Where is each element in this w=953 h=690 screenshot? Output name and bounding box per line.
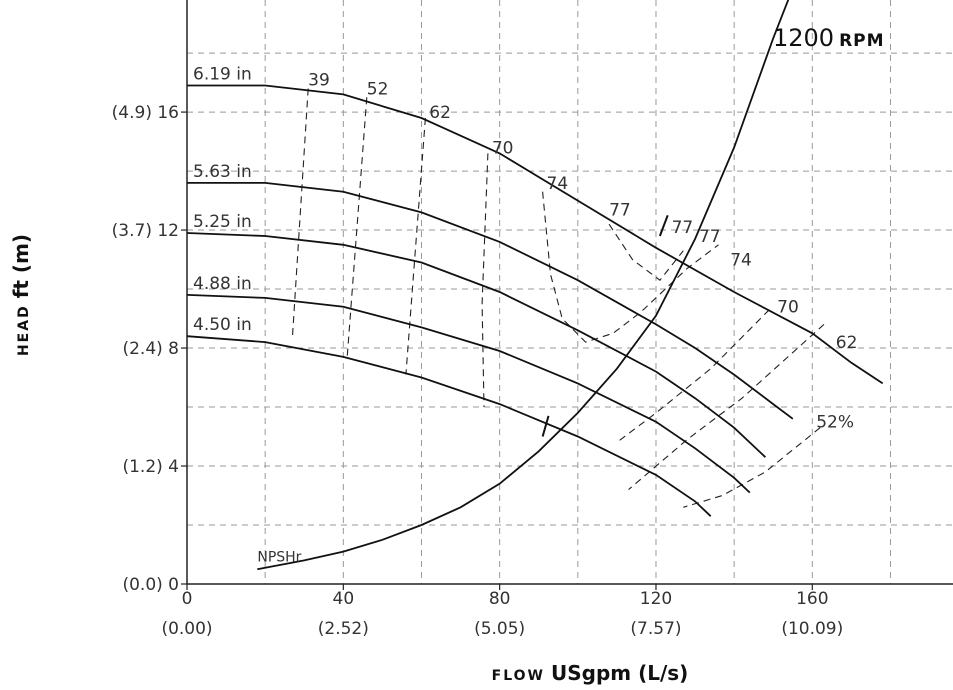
y-axis-title-prefix: HEAD [16, 304, 32, 356]
x-tick-metric-label: (2.52) [318, 619, 369, 639]
npshr-curve-group [257, 0, 790, 571]
x-tick-metric-label: (5.05) [474, 619, 525, 639]
efficiency-label: 62 [429, 103, 451, 123]
efficiency-curve [481, 153, 489, 408]
speed-label: 1200 RPM [773, 24, 885, 52]
speed-number: 1200 [773, 24, 834, 52]
efficiency-label: 70 [492, 138, 514, 158]
efficiency-curve [628, 323, 825, 491]
efficiency-curves [291, 88, 825, 508]
x-axis-title: FLOW USgpm (L/s) [492, 661, 689, 685]
x-tick-label: 0 [182, 589, 193, 609]
cut-mark [541, 415, 550, 437]
efficiency-label: 77 [609, 200, 631, 220]
y-tick-label: (1.2) 4 [122, 457, 179, 477]
x-tick-label: 40 [333, 589, 355, 609]
efficiency-label: 62 [836, 333, 858, 353]
efficiency-label: 77 [672, 218, 694, 238]
npshr-label: NPSHr [257, 549, 301, 565]
cut-mark [658, 214, 669, 237]
efficiency-curve [405, 117, 426, 375]
speed-unit: RPM [839, 31, 884, 51]
impeller-curve [187, 181, 794, 420]
cut-marks [541, 214, 669, 437]
efficiency-curve [683, 427, 821, 508]
impeller-label: 6.19 in [193, 65, 252, 85]
efficiency-curve [346, 97, 368, 357]
efficiency-label: 74 [730, 250, 752, 270]
curve-labels: 6.19 in 5.63 in 5.25 in 4.88 in 4.50 in NPSHr… [193, 65, 857, 566]
x-tick-metric-label: (7.57) [630, 619, 681, 639]
efficiency-label: 39 [308, 71, 330, 91]
y-axis-title-main: ft (m) [9, 234, 33, 298]
y-tick-label: (4.9) 16 [112, 103, 179, 123]
impeller-curve [186, 294, 751, 494]
y-axis-title: HEAD ft (m) [9, 234, 33, 356]
axes [186, 0, 953, 585]
impeller-label: 5.25 in [193, 212, 252, 232]
x-tick-label: 120 [640, 589, 672, 609]
x-tick-metric-label: (0.00) [161, 619, 212, 639]
x-tick-label: 160 [796, 589, 828, 609]
efficiency-label: 74 [547, 174, 569, 194]
x-axis-title-prefix: FLOW [492, 668, 545, 684]
y-tick-label: (0.0) 0 [122, 575, 179, 595]
efficiency-label: 77 [699, 227, 721, 247]
impeller-curve [187, 84, 884, 385]
impeller-curves [186, 84, 884, 517]
npshr-curve [257, 0, 790, 571]
efficiency-label: 52 [367, 79, 389, 99]
x-tick-label: 80 [489, 589, 511, 609]
tick-labels: (0.0) 0 (1.2) 4 (2.4) 8 (3.7) 12 (4.9) 16 0 (0… [112, 103, 844, 639]
efficiency-curve [616, 309, 770, 443]
efficiency-curve [542, 191, 719, 343]
efficiency-curve [291, 88, 309, 337]
impeller-label: 5.63 in [193, 162, 252, 182]
grid-lines [187, 0, 953, 584]
impeller-label: 4.88 in [193, 274, 252, 294]
x-axis-title-main: USgpm (L/s) [551, 661, 688, 685]
x-tick-metric-label: (10.09) [781, 619, 843, 639]
y-tick-label: (2.4) 8 [122, 339, 179, 359]
impeller-curve [186, 335, 712, 517]
efficiency-label: 70 [777, 298, 799, 318]
y-tick-label: (3.7) 12 [112, 221, 179, 241]
efficiency-label: 52% [816, 413, 854, 433]
impeller-curve [186, 232, 767, 458]
impeller-label: 4.50 in [193, 315, 252, 335]
